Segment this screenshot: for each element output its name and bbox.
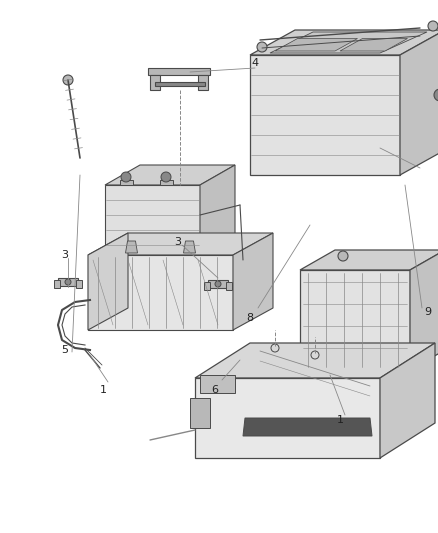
Polygon shape <box>54 280 60 288</box>
Polygon shape <box>88 233 273 255</box>
Text: 6: 6 <box>212 385 219 395</box>
Text: 9: 9 <box>424 307 431 317</box>
Polygon shape <box>190 398 210 428</box>
Text: 1: 1 <box>99 385 106 395</box>
Polygon shape <box>150 75 160 90</box>
Circle shape <box>434 89 438 101</box>
Polygon shape <box>233 233 273 330</box>
Text: 3: 3 <box>61 250 68 260</box>
Polygon shape <box>300 270 410 370</box>
Text: 5: 5 <box>61 345 68 355</box>
Polygon shape <box>88 255 233 330</box>
Polygon shape <box>270 32 427 53</box>
Polygon shape <box>126 241 138 253</box>
Polygon shape <box>200 165 235 260</box>
Text: 1: 1 <box>336 415 343 425</box>
Polygon shape <box>184 241 195 253</box>
Polygon shape <box>195 343 435 378</box>
Circle shape <box>63 75 73 85</box>
Polygon shape <box>226 282 232 290</box>
Circle shape <box>215 281 221 287</box>
Polygon shape <box>400 30 438 175</box>
Circle shape <box>428 21 438 31</box>
Circle shape <box>338 251 348 261</box>
Circle shape <box>257 42 267 52</box>
Text: 3: 3 <box>174 237 181 247</box>
Circle shape <box>121 172 131 182</box>
Polygon shape <box>195 378 380 458</box>
Polygon shape <box>155 82 205 86</box>
Polygon shape <box>105 185 200 260</box>
Polygon shape <box>148 68 210 75</box>
Polygon shape <box>300 250 438 270</box>
Polygon shape <box>208 280 228 288</box>
Polygon shape <box>250 30 438 55</box>
Polygon shape <box>243 418 372 436</box>
Polygon shape <box>120 180 133 185</box>
Polygon shape <box>340 38 407 51</box>
Circle shape <box>65 279 71 285</box>
Polygon shape <box>76 280 82 288</box>
Polygon shape <box>410 250 438 370</box>
Polygon shape <box>88 233 128 330</box>
Circle shape <box>161 172 171 182</box>
Polygon shape <box>200 375 235 393</box>
Polygon shape <box>275 38 357 51</box>
Polygon shape <box>198 75 208 90</box>
Text: 4: 4 <box>251 58 258 68</box>
Polygon shape <box>160 180 173 185</box>
Polygon shape <box>250 55 400 175</box>
Text: 8: 8 <box>247 313 254 323</box>
Polygon shape <box>105 165 235 185</box>
Polygon shape <box>380 343 435 458</box>
Polygon shape <box>204 282 210 290</box>
Polygon shape <box>58 278 78 286</box>
